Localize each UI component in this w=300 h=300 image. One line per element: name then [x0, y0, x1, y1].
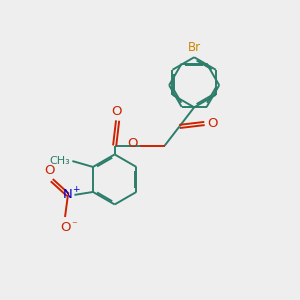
Text: O: O [44, 164, 55, 177]
Text: O: O [111, 105, 122, 118]
Text: CH₃: CH₃ [49, 156, 70, 166]
Text: O: O [60, 220, 70, 233]
Text: +: + [73, 185, 80, 194]
Text: ⁻: ⁻ [71, 220, 77, 230]
Text: Br: Br [188, 41, 201, 54]
Text: N: N [63, 188, 73, 201]
Text: O: O [207, 117, 217, 130]
Text: O: O [127, 137, 137, 150]
